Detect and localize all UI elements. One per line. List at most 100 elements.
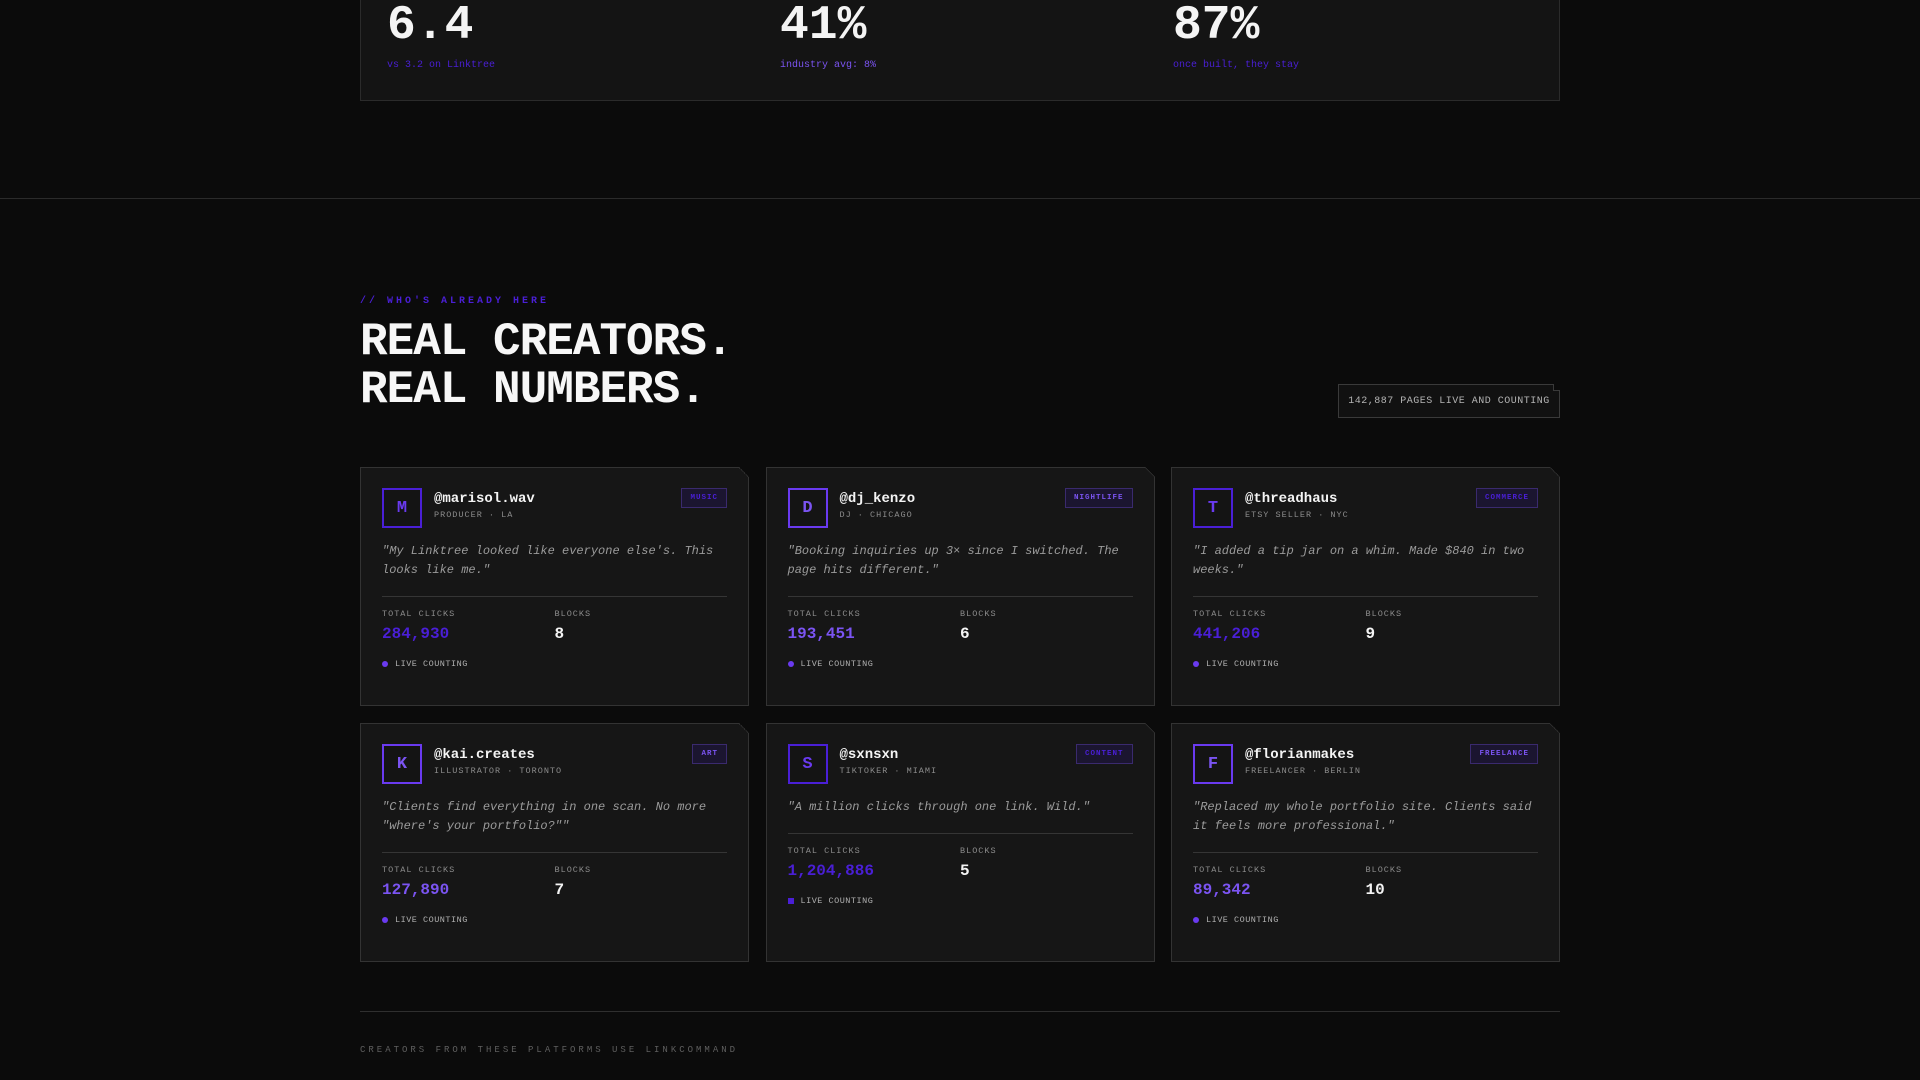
metric-total-clicks: TOTAL CLICKS 193,451 (788, 609, 961, 643)
creator-role: ETSY SELLER · NYC (1245, 510, 1349, 520)
avatar: K (382, 744, 422, 784)
platforms-caption: CREATORS FROM THESE PLATFORMS USE LINKCO… (360, 1045, 739, 1055)
creator-role: TIKTOKER · MIAMI (839, 766, 938, 776)
creator-identity: @dj_kenzo DJ · CHICAGO (840, 488, 1065, 520)
live-dot-icon (1193, 917, 1199, 923)
metric-label: TOTAL CLICKS (1193, 865, 1267, 875)
metric-label: BLOCKS (554, 865, 592, 875)
category-tag: FREELANCE (1470, 744, 1538, 764)
live-label: LIVE COUNTING (800, 659, 874, 669)
creator-card[interactable]: M @marisol.wav PRODUCER · LA MUSIC "My L… (360, 467, 749, 706)
creator-card[interactable]: F @florianmakes FREELANCER · BERLIN FREE… (1171, 723, 1560, 962)
metric-blocks: BLOCKS 5 (960, 846, 1133, 880)
creator-card[interactable]: K @kai.creates ILLUSTRATOR · TORONTO ART… (360, 723, 749, 962)
metric-total-clicks: TOTAL CLICKS 441,206 (1193, 609, 1366, 643)
total-clicks-value: 127,890 (382, 881, 450, 899)
category-tag: COMMERCE (1475, 488, 1538, 508)
creator-handle: @dj_kenzo (839, 491, 916, 507)
total-clicks-value: 193,451 (787, 625, 855, 643)
total-clicks-value: 441,206 (1193, 625, 1261, 643)
blocks-value: 6 (960, 625, 970, 643)
blocks-value: 9 (1365, 625, 1376, 643)
metric-total-clicks: TOTAL CLICKS 1,204,886 (788, 846, 961, 880)
category-tag: CONTENT (1075, 744, 1133, 764)
live-label: LIVE COUNTING (395, 659, 468, 669)
category-tag: ART (692, 744, 727, 764)
card-metrics: TOTAL CLICKS 284,930 BLOCKS 8 (382, 609, 727, 643)
testimonial-quote: "Replaced my whole portfolio site. Clien… (1193, 800, 1532, 833)
live-label: LIVE COUNTING (1206, 659, 1279, 669)
stat-value: 41% (780, 0, 867, 53)
live-indicator: LIVE COUNTING (382, 915, 727, 925)
card-header: S @sxnsxn TIKTOKER · MIAMI CONTENT (787, 744, 1133, 784)
card-metrics: TOTAL CLICKS 441,206 BLOCKS 9 (1193, 609, 1538, 643)
card-metrics: TOTAL CLICKS 1,204,886 BLOCKS 5 (788, 846, 1133, 880)
card-divider (787, 596, 1133, 597)
card-header: D @dj_kenzo DJ · CHICAGO NIGHTLIFE (787, 488, 1133, 528)
stat-note: industry avg: 8% (780, 60, 877, 71)
card-header: F @florianmakes FREELANCER · BERLIN FREE… (1193, 744, 1538, 784)
creator-identity: @threadhaus ETSY SELLER · NYC (1245, 488, 1476, 520)
section-eyebrow: // WHO'S ALREADY HERE (360, 296, 550, 307)
stat-ctr: 41% industry avg: 8% (754, 0, 1147, 100)
blocks-value: 5 (960, 862, 970, 880)
creator-handle: @threadhaus (1245, 491, 1338, 507)
card-divider (1193, 596, 1538, 597)
creator-identity: @marisol.wav PRODUCER · LA (434, 488, 681, 520)
headline-line-2: REAL NUMBERS. (360, 364, 707, 416)
metric-blocks: BLOCKS 7 (555, 865, 728, 899)
avatar: F (1193, 744, 1233, 784)
testimonial-quote: "A million clicks through one link. Wild… (787, 800, 1090, 814)
live-dot-icon (1193, 661, 1199, 667)
stats-strip: 6.4 vs 3.2 on Linktree 41% industry avg:… (360, 0, 1560, 101)
live-dot-icon (787, 898, 794, 904)
testimonial-quote: "My Linktree looked like everyone else's… (382, 544, 714, 577)
creator-card[interactable]: T @threadhaus ETSY SELLER · NYC COMMERCE… (1171, 467, 1560, 706)
pages-live-counter: 142,887 PAGES LIVE AND COUNTING (1338, 384, 1560, 418)
metric-blocks: BLOCKS 6 (960, 609, 1133, 643)
avatar: S (787, 744, 828, 784)
card-divider (382, 852, 727, 853)
creator-handle: @kai.creates (434, 747, 535, 763)
blocks-value: 8 (554, 625, 565, 643)
live-dot-icon (787, 661, 794, 667)
live-label: LIVE COUNTING (1206, 915, 1279, 925)
category-tag: NIGHTLIFE (1064, 488, 1133, 508)
category-tag: MUSIC (681, 488, 727, 508)
creator-role: FREELANCER · BERLIN (1245, 766, 1361, 776)
stat-value: 6.4 (387, 0, 474, 53)
total-clicks-value: 1,204,886 (787, 862, 874, 880)
creator-card[interactable]: S @sxnsxn TIKTOKER · MIAMI CONTENT "A mi… (765, 723, 1155, 962)
stat-note: vs 3.2 on Linktree (387, 60, 496, 71)
testimonial-quote: "Clients find everything in one scan. No… (382, 800, 707, 833)
stat-note: once built, they stay (1173, 60, 1300, 71)
card-divider (787, 833, 1133, 834)
card-metrics: TOTAL CLICKS 89,342 BLOCKS 10 (1193, 865, 1538, 899)
footer-divider (360, 1011, 1560, 1012)
creator-card[interactable]: D @dj_kenzo DJ · CHICAGO NIGHTLIFE "Book… (765, 467, 1155, 706)
section-divider (0, 198, 1920, 199)
metric-label: BLOCKS (1365, 609, 1403, 619)
stat-value: 87% (1173, 0, 1260, 53)
creator-handle: @sxnsxn (839, 747, 899, 763)
live-indicator: LIVE COUNTING (1193, 659, 1538, 669)
creator-handle: @florianmakes (1245, 747, 1355, 763)
creator-role: ILLUSTRATOR · TORONTO (434, 766, 563, 776)
testimonial-quote: "Booking inquiries up 3× since I switche… (787, 544, 1119, 577)
metric-label: BLOCKS (554, 609, 592, 619)
total-clicks-value: 284,930 (382, 625, 450, 643)
creator-identity: @sxnsxn TIKTOKER · MIAMI (840, 744, 1076, 776)
live-dot-icon (382, 917, 388, 923)
metric-blocks: BLOCKS 9 (1366, 609, 1539, 643)
live-label: LIVE COUNTING (800, 896, 874, 906)
creator-handle: @marisol.wav (434, 491, 535, 507)
creator-role: DJ · CHICAGO (839, 510, 913, 520)
card-header: K @kai.creates ILLUSTRATOR · TORONTO ART (382, 744, 727, 784)
blocks-value: 10 (1365, 881, 1385, 899)
metric-label: TOTAL CLICKS (787, 609, 861, 619)
metric-label: TOTAL CLICKS (1193, 609, 1267, 619)
avatar: D (787, 488, 828, 528)
avatar: T (1193, 488, 1233, 528)
card-divider (382, 596, 727, 597)
creator-role: PRODUCER · LA (434, 510, 514, 520)
